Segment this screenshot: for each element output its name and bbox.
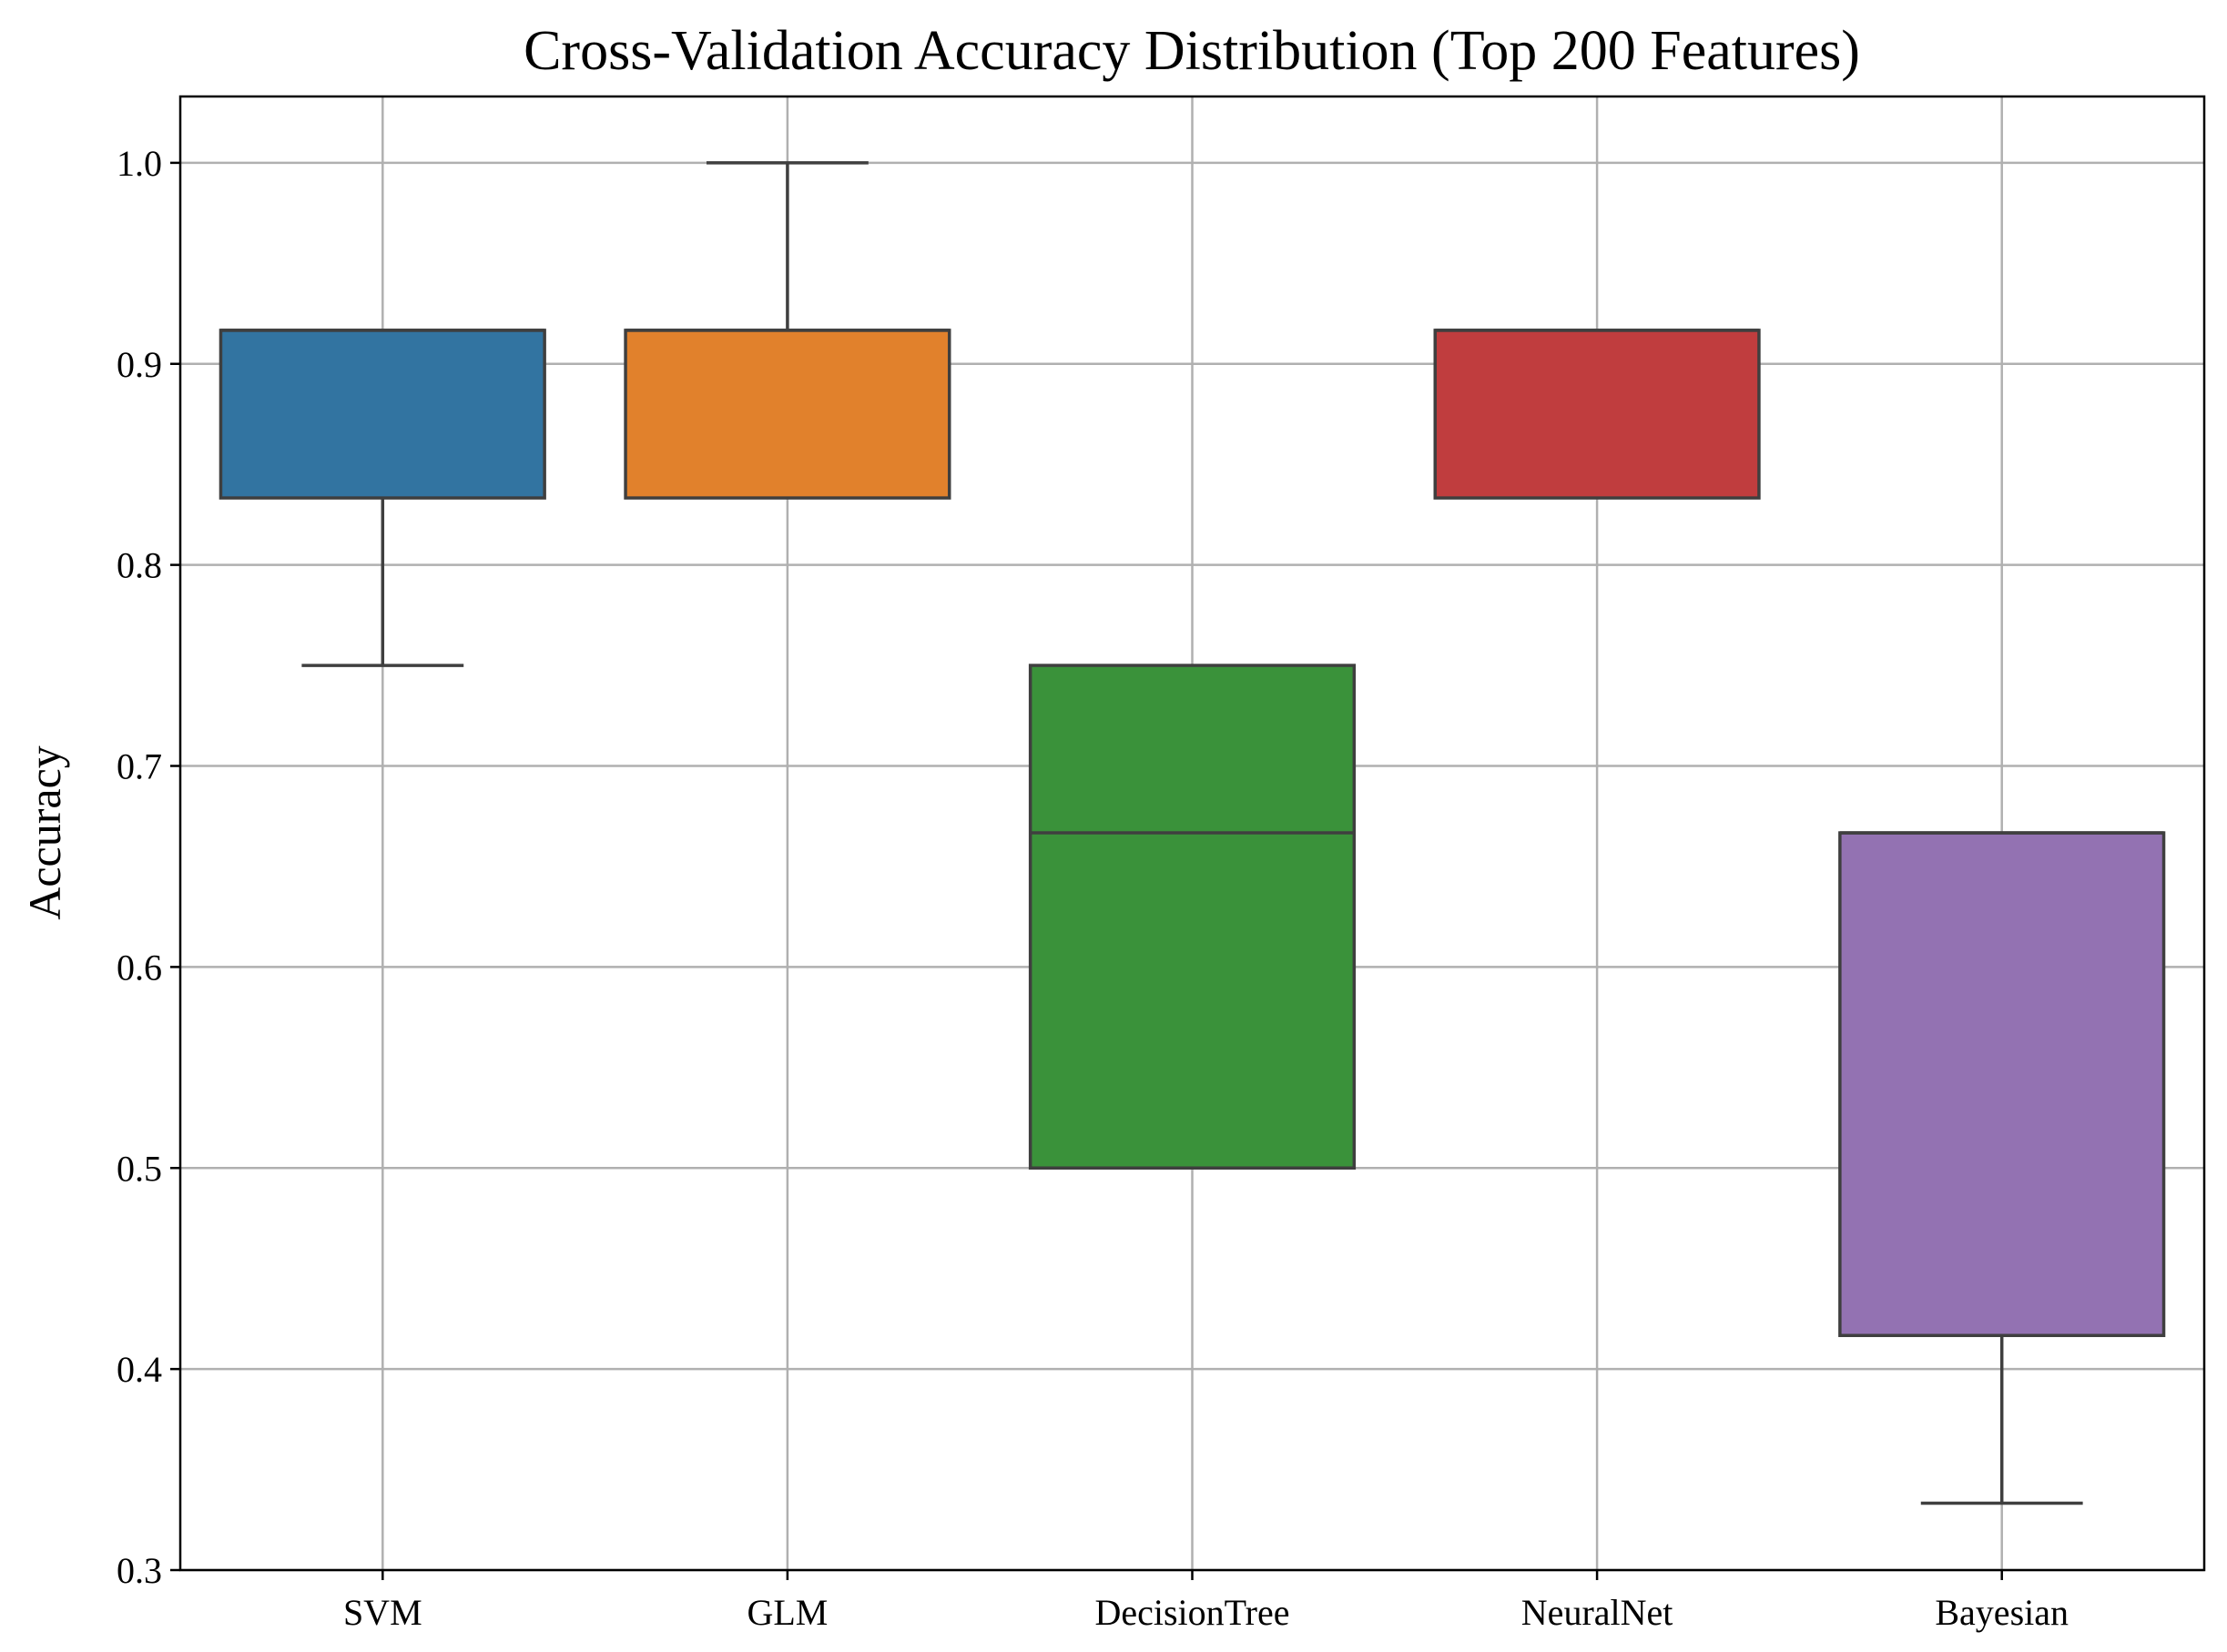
y-tick-label: 0.7 (117, 746, 162, 787)
x-tick-label: DecisionTree (1094, 1592, 1289, 1633)
box-bayesian (1838, 831, 2166, 1505)
box-glm (624, 161, 951, 500)
y-tick-label: 0.9 (117, 344, 162, 385)
boxes (219, 161, 2166, 1505)
box-body (1838, 831, 2166, 1337)
box-svm (219, 329, 546, 667)
x-tick-label: SVM (343, 1592, 422, 1633)
y-tick-label: 1.0 (117, 143, 162, 184)
ticks: 0.3 0.4 0.5 0.6 0.7 0.8 0.9 1.0 SVM GLM DecisionTr… (117, 143, 2069, 1633)
y-tick-label: 0.5 (117, 1148, 162, 1189)
box-decisiontree (1028, 664, 1357, 1171)
box-neuralnet (1433, 329, 1761, 500)
x-tick-label: Bayesian (1935, 1592, 2069, 1633)
box-body (624, 329, 951, 500)
y-tick-label: 0.4 (117, 1349, 162, 1390)
box-body (219, 329, 546, 500)
x-tick-label: NeuralNet (1521, 1592, 1673, 1633)
x-tick-label: GLM (747, 1592, 828, 1633)
chart-title: Cross-Validation Accuracy Distribution (… (524, 20, 1860, 82)
y-tick-label: 0.6 (117, 947, 162, 988)
y-tick-label: 0.8 (117, 545, 162, 586)
y-tick-label: 0.3 (117, 1550, 162, 1591)
box-body (1433, 329, 1761, 500)
y-axis-label: Accuracy (19, 745, 70, 920)
box-body (1028, 664, 1357, 1171)
